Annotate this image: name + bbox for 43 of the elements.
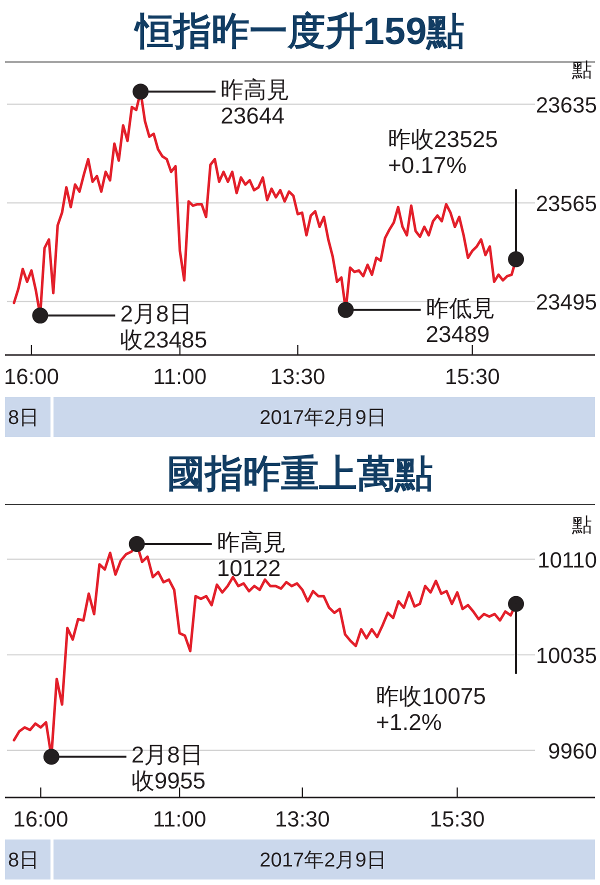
annotation: 昨收10075 +1.2% bbox=[376, 604, 517, 735]
annotation: +1.2% bbox=[376, 708, 442, 735]
annotation: 昨收23525 bbox=[388, 126, 498, 152]
text: 8日 bbox=[8, 850, 40, 872]
text: 8日 bbox=[8, 407, 40, 429]
annotation: 昨低見 23489 bbox=[346, 294, 495, 347]
annotation: 昨高見 bbox=[220, 76, 290, 103]
annotation: 收23485 bbox=[120, 326, 208, 353]
x-tick-label: 16:00 bbox=[4, 364, 59, 389]
x-tick-label: 13:30 bbox=[270, 364, 326, 389]
y-tick-label: 9960 bbox=[548, 738, 597, 764]
y-tick-label: 10110 bbox=[537, 547, 597, 572]
text: 2017年2月9日 bbox=[260, 407, 386, 429]
annotation: 2月8日 收9955 bbox=[51, 742, 206, 794]
title: 國指昨重上萬點 bbox=[167, 454, 433, 496]
annotation: 10122 bbox=[216, 554, 281, 581]
ylabel: 點 bbox=[572, 59, 592, 82]
annotation: 昨高見 10122 bbox=[136, 529, 286, 581]
annotation: 2月8日 收23485 bbox=[40, 300, 208, 353]
x-tick-label: 16:00 bbox=[13, 806, 68, 832]
x-tick-label: 13:30 bbox=[274, 806, 330, 832]
text: 2017年2月9日 bbox=[260, 850, 386, 872]
x-tick-label: 11:00 bbox=[152, 806, 206, 832]
x-tick-label: 15:30 bbox=[444, 364, 500, 389]
annotation: 昨高見 bbox=[216, 528, 286, 555]
x-tick-label: 11:00 bbox=[153, 364, 207, 389]
y-tick-label: 23635 bbox=[536, 92, 597, 118]
annotation: 23489 bbox=[426, 320, 490, 347]
y-tick-label: 23565 bbox=[536, 190, 597, 216]
ylabel: 點 bbox=[572, 514, 592, 536]
annotation: 昨收23525 +0.17% bbox=[388, 126, 517, 260]
annotation: 23644 bbox=[220, 102, 285, 129]
annotation: +0.17% bbox=[388, 152, 467, 178]
y-tick-label: 10035 bbox=[536, 642, 597, 668]
annotation: 收9955 bbox=[131, 768, 206, 794]
annotation: 昨低見 bbox=[426, 294, 495, 321]
annotation: 2月8日 bbox=[120, 300, 192, 327]
title: 恒指昨一度升159點 bbox=[135, 11, 465, 53]
x-tick-label: 15:30 bbox=[430, 806, 485, 832]
annotation: 昨高見 23644 bbox=[140, 76, 290, 129]
annotation: 2月8日 bbox=[131, 742, 203, 768]
annotation: 昨收10075 bbox=[376, 682, 486, 709]
y-tick-label: 23495 bbox=[536, 289, 597, 314]
